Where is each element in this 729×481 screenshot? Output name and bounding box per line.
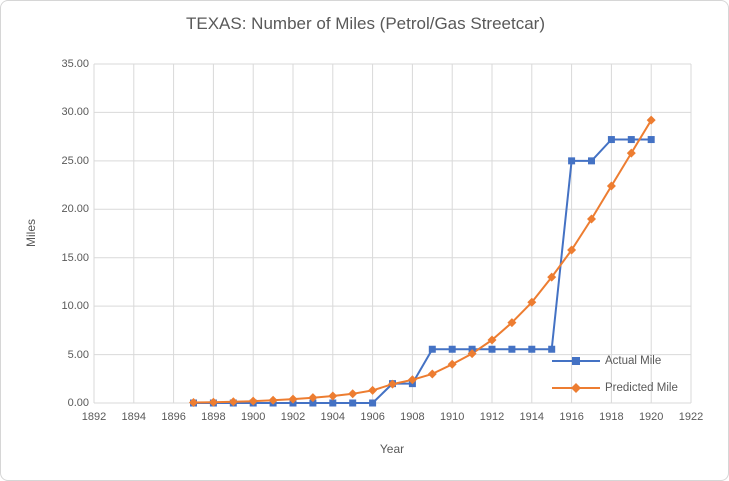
- predicted-mile-marker: [487, 335, 497, 345]
- y-tick-label: 0.00: [67, 397, 89, 409]
- legend-label-predicted: Predicted Mile: [605, 381, 678, 394]
- legend-label-actual: Actual Mile: [605, 354, 662, 367]
- predicted-mile-marker: [646, 115, 656, 125]
- predicted-mile-marker: [447, 359, 457, 369]
- predicted-mile-marker: [228, 397, 238, 407]
- x-tick-label: 1922: [678, 411, 704, 423]
- x-tick-label: 1896: [161, 411, 186, 423]
- actual-mile-marker: [369, 399, 377, 407]
- x-tick-label: 1916: [559, 411, 584, 423]
- x-tick-label: 1910: [439, 411, 465, 423]
- actual-mile-marker: [627, 136, 635, 144]
- predicted-mile-marker: [467, 349, 477, 359]
- x-tick-label: 1902: [280, 411, 306, 423]
- predicted-mile-marker: [268, 395, 278, 405]
- x-tick-label: 1906: [360, 411, 385, 423]
- predicted-mile-marker: [189, 398, 198, 408]
- actual-mile-marker: [448, 345, 456, 353]
- x-tick-label: 1912: [479, 411, 505, 423]
- x-tick-label: 1904: [320, 411, 346, 423]
- predicted-mile-marker: [388, 379, 397, 389]
- x-axis-title: Year: [379, 442, 405, 456]
- predicted-mile-marker: [626, 148, 636, 158]
- predicted-mile-legend-icon: [552, 382, 600, 393]
- predicted-mile-marker: [407, 375, 417, 385]
- predicted-mile-marker: [308, 393, 318, 403]
- predicted-mile-marker: [587, 214, 596, 224]
- x-tick-label: 1892: [81, 411, 107, 423]
- predicted-mile-marker: [547, 272, 557, 282]
- predicted-mile-marker: [427, 369, 437, 379]
- predicted-mile-marker: [288, 394, 298, 404]
- predicted-mile-marker: [328, 391, 338, 401]
- y-tick-label: 30.00: [61, 106, 89, 119]
- x-tick-label: 1908: [400, 411, 425, 423]
- x-tick-label: 1914: [519, 411, 545, 423]
- legend-item-predicted: Predicted Mile: [552, 374, 678, 401]
- predicted-mile-marker: [208, 397, 218, 407]
- actual-mile-marker: [309, 399, 317, 407]
- y-tick-label: 5.00: [67, 348, 89, 361]
- actual-mile-marker: [568, 157, 576, 165]
- predicted-mile-marker: [348, 389, 358, 399]
- predicted-mile-marker: [606, 181, 616, 191]
- predicted-mile-marker: [567, 245, 577, 255]
- actual-mile-marker: [349, 399, 357, 407]
- actual-mile-marker: [528, 345, 536, 353]
- predicted-mile-marker: [248, 396, 258, 406]
- chart-title: TEXAS: Number of Miles (Petrol/Gas Stree…: [186, 14, 545, 33]
- actual-mile-marker: [428, 345, 436, 353]
- x-tick-label: 1918: [599, 411, 624, 423]
- actual-mile-marker: [607, 136, 615, 144]
- actual-mile-legend-icon: [552, 356, 600, 365]
- x-tick-label: 1920: [638, 411, 664, 423]
- x-tick-label: 1898: [201, 411, 226, 423]
- legend: Actual Mile Predicted Mile: [552, 347, 678, 401]
- actual-mile-marker: [488, 345, 496, 353]
- x-tick-label: 1894: [121, 411, 147, 423]
- actual-mile-marker: [548, 345, 556, 353]
- actual-mile-marker: [588, 157, 595, 165]
- actual-mile-marker: [329, 399, 337, 407]
- y-tick-label: 25.00: [61, 154, 89, 167]
- actual-mile-marker: [508, 345, 516, 353]
- y-tick-label: 20.00: [61, 203, 89, 216]
- y-tick-label: 15.00: [61, 251, 89, 264]
- y-tick-label: 35.00: [61, 58, 89, 70]
- y-tick-label: 10.00: [61, 300, 89, 313]
- predicted-mile-marker: [368, 385, 378, 395]
- legend-item-actual: Actual Mile: [552, 347, 678, 374]
- predicted-mile-marker: [507, 318, 517, 328]
- x-tick-label: 1900: [240, 411, 266, 423]
- actual-mile-marker: [647, 136, 655, 144]
- y-axis-title: Miles: [24, 218, 38, 248]
- predicted-mile-marker: [527, 297, 537, 307]
